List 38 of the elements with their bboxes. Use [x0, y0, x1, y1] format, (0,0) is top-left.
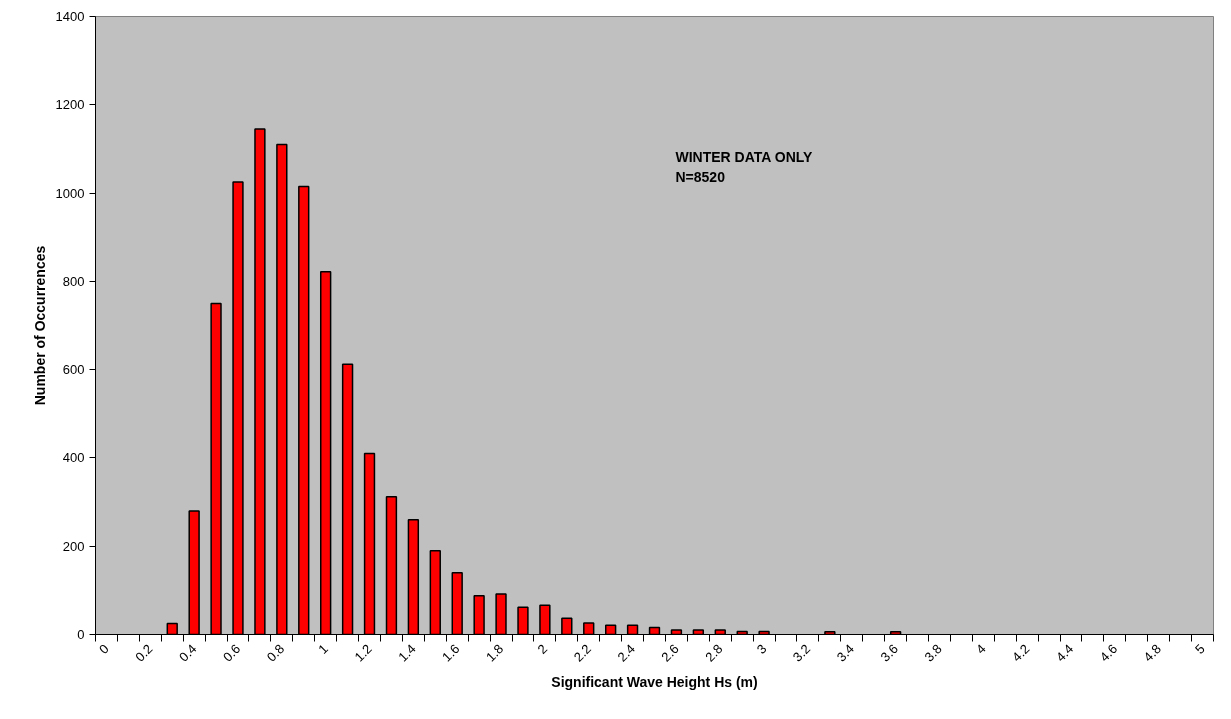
x-tick-label: 4.6 [1096, 641, 1121, 665]
x-axis-title: Significant Wave Height Hs (m) [551, 673, 758, 690]
x-tick-label: 0.8 [263, 641, 288, 665]
y-tick-label: 1400 [55, 9, 85, 24]
x-tick-label: 3 [753, 641, 770, 657]
annotation: N=8520 [675, 168, 726, 185]
x-tick-label: 1.4 [395, 641, 419, 665]
y-tick-label: 0 [77, 627, 85, 642]
y-tick-label: 800 [62, 273, 85, 289]
x-tick-label: 4.4 [1052, 641, 1077, 665]
x-tick-label: 3.8 [921, 641, 945, 665]
x-tick-label: 1.2 [351, 641, 375, 665]
x-tick-label: 3.6 [877, 641, 901, 665]
x-tick-label: 2.6 [658, 641, 682, 665]
x-tick-label: 1.6 [439, 641, 463, 665]
x-tick-label: 3.4 [833, 641, 858, 665]
y-tick-label: 600 [62, 362, 85, 378]
x-tick-label: 0.6 [219, 641, 244, 665]
x-tick-label: 0.4 [176, 641, 200, 665]
y-tick-label: 1200 [55, 97, 85, 113]
x-tick-label: 2.2 [570, 641, 595, 665]
x-tick-label: 2.4 [614, 641, 638, 665]
x-tick-label: 4.2 [1009, 641, 1033, 665]
x-tick-label: 2.8 [702, 641, 726, 665]
y-tick-label: 1000 [55, 185, 85, 201]
x-tick-label: 0.2 [132, 641, 156, 665]
x-tick-label: 4 [972, 641, 989, 657]
y-tick-label: 400 [62, 450, 85, 466]
x-tick-label: 3.2 [789, 641, 814, 665]
x-tick-label: 1.8 [482, 641, 507, 665]
annotation: WINTER DATA ONLY [675, 148, 814, 165]
x-tick-label: 2 [534, 641, 551, 657]
y-tick-label: 200 [62, 538, 85, 554]
x-tick-label: 0 [96, 641, 112, 657]
y-axis-title: Number of Occurrences [31, 245, 48, 406]
x-tick-label: 5 [1192, 641, 1208, 657]
x-tick-label: 4.8 [1140, 641, 1164, 665]
x-tick-label: 1 [315, 641, 331, 657]
